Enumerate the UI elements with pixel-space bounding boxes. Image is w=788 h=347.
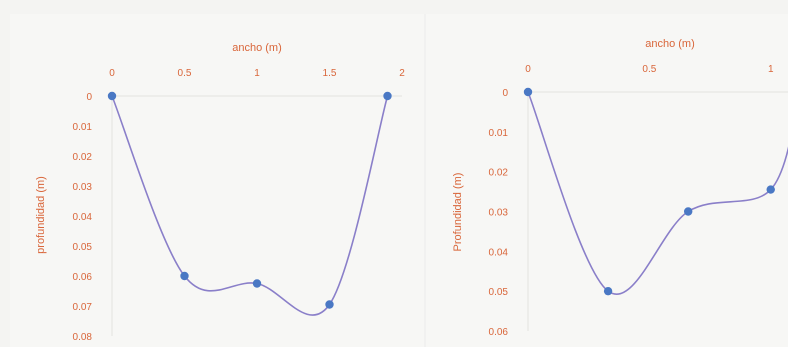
data-point (383, 91, 392, 101)
data-point (325, 300, 334, 309)
x-tick-label: 0.5 (642, 64, 656, 75)
x-tick-label: 0 (109, 68, 115, 79)
x-tick-label: 1 (768, 64, 774, 75)
y-tick-label: 0.01 (73, 122, 93, 133)
y-tick-label: 0.02 (489, 168, 509, 179)
series-line (527, 91, 788, 295)
x-tick-label: 0.5 (178, 68, 192, 79)
data-point (603, 286, 613, 296)
data-point (684, 207, 693, 216)
y-tick-label: 0 (502, 88, 508, 99)
chart-right: ancho (m) Profundidad (m) 0 0.5 1 0 0.01 0.02 0.… (426, 14, 788, 347)
y-tick-label: 0.03 (489, 208, 509, 219)
x-tick-label: 1 (254, 68, 260, 79)
y-tick-label: 0.04 (73, 212, 93, 223)
x-axis-title: ancho (m) (645, 38, 695, 50)
y-tick-label: 0.08 (73, 332, 93, 343)
chart-left: ancho (m) profundidad (m) 0 0.5 1 1.5 2 0 0.01 0.… (10, 14, 435, 347)
chart-panel (10, 14, 435, 347)
chart-panel (426, 14, 788, 347)
y-tick-label: 0.05 (489, 287, 509, 298)
y-tick-label: 0 (86, 92, 92, 103)
y-tick-label: 0.05 (73, 242, 93, 253)
y-tick-label: 0.07 (73, 302, 93, 313)
y-tick-label: 0.02 (73, 152, 93, 163)
x-axis-title: ancho (m) (232, 42, 282, 54)
y-tick-label: 0.06 (73, 272, 93, 283)
y-axis-title: profundidad (m) (35, 176, 47, 254)
data-point (180, 271, 189, 281)
y-axis-title: Profundidad (m) (452, 173, 464, 252)
x-tick-label: 1.5 (323, 68, 337, 79)
data-point (523, 87, 533, 97)
y-tick-label: 0.03 (73, 182, 93, 193)
x-tick-label: 2 (399, 68, 405, 79)
data-point (107, 91, 117, 101)
y-tick-label: 0.06 (489, 327, 509, 338)
data-point (766, 185, 775, 194)
x-tick-label: 0 (525, 64, 531, 75)
y-tick-label: 0.01 (489, 128, 509, 139)
y-tick-label: 0.04 (489, 247, 509, 258)
data-point (252, 279, 262, 288)
